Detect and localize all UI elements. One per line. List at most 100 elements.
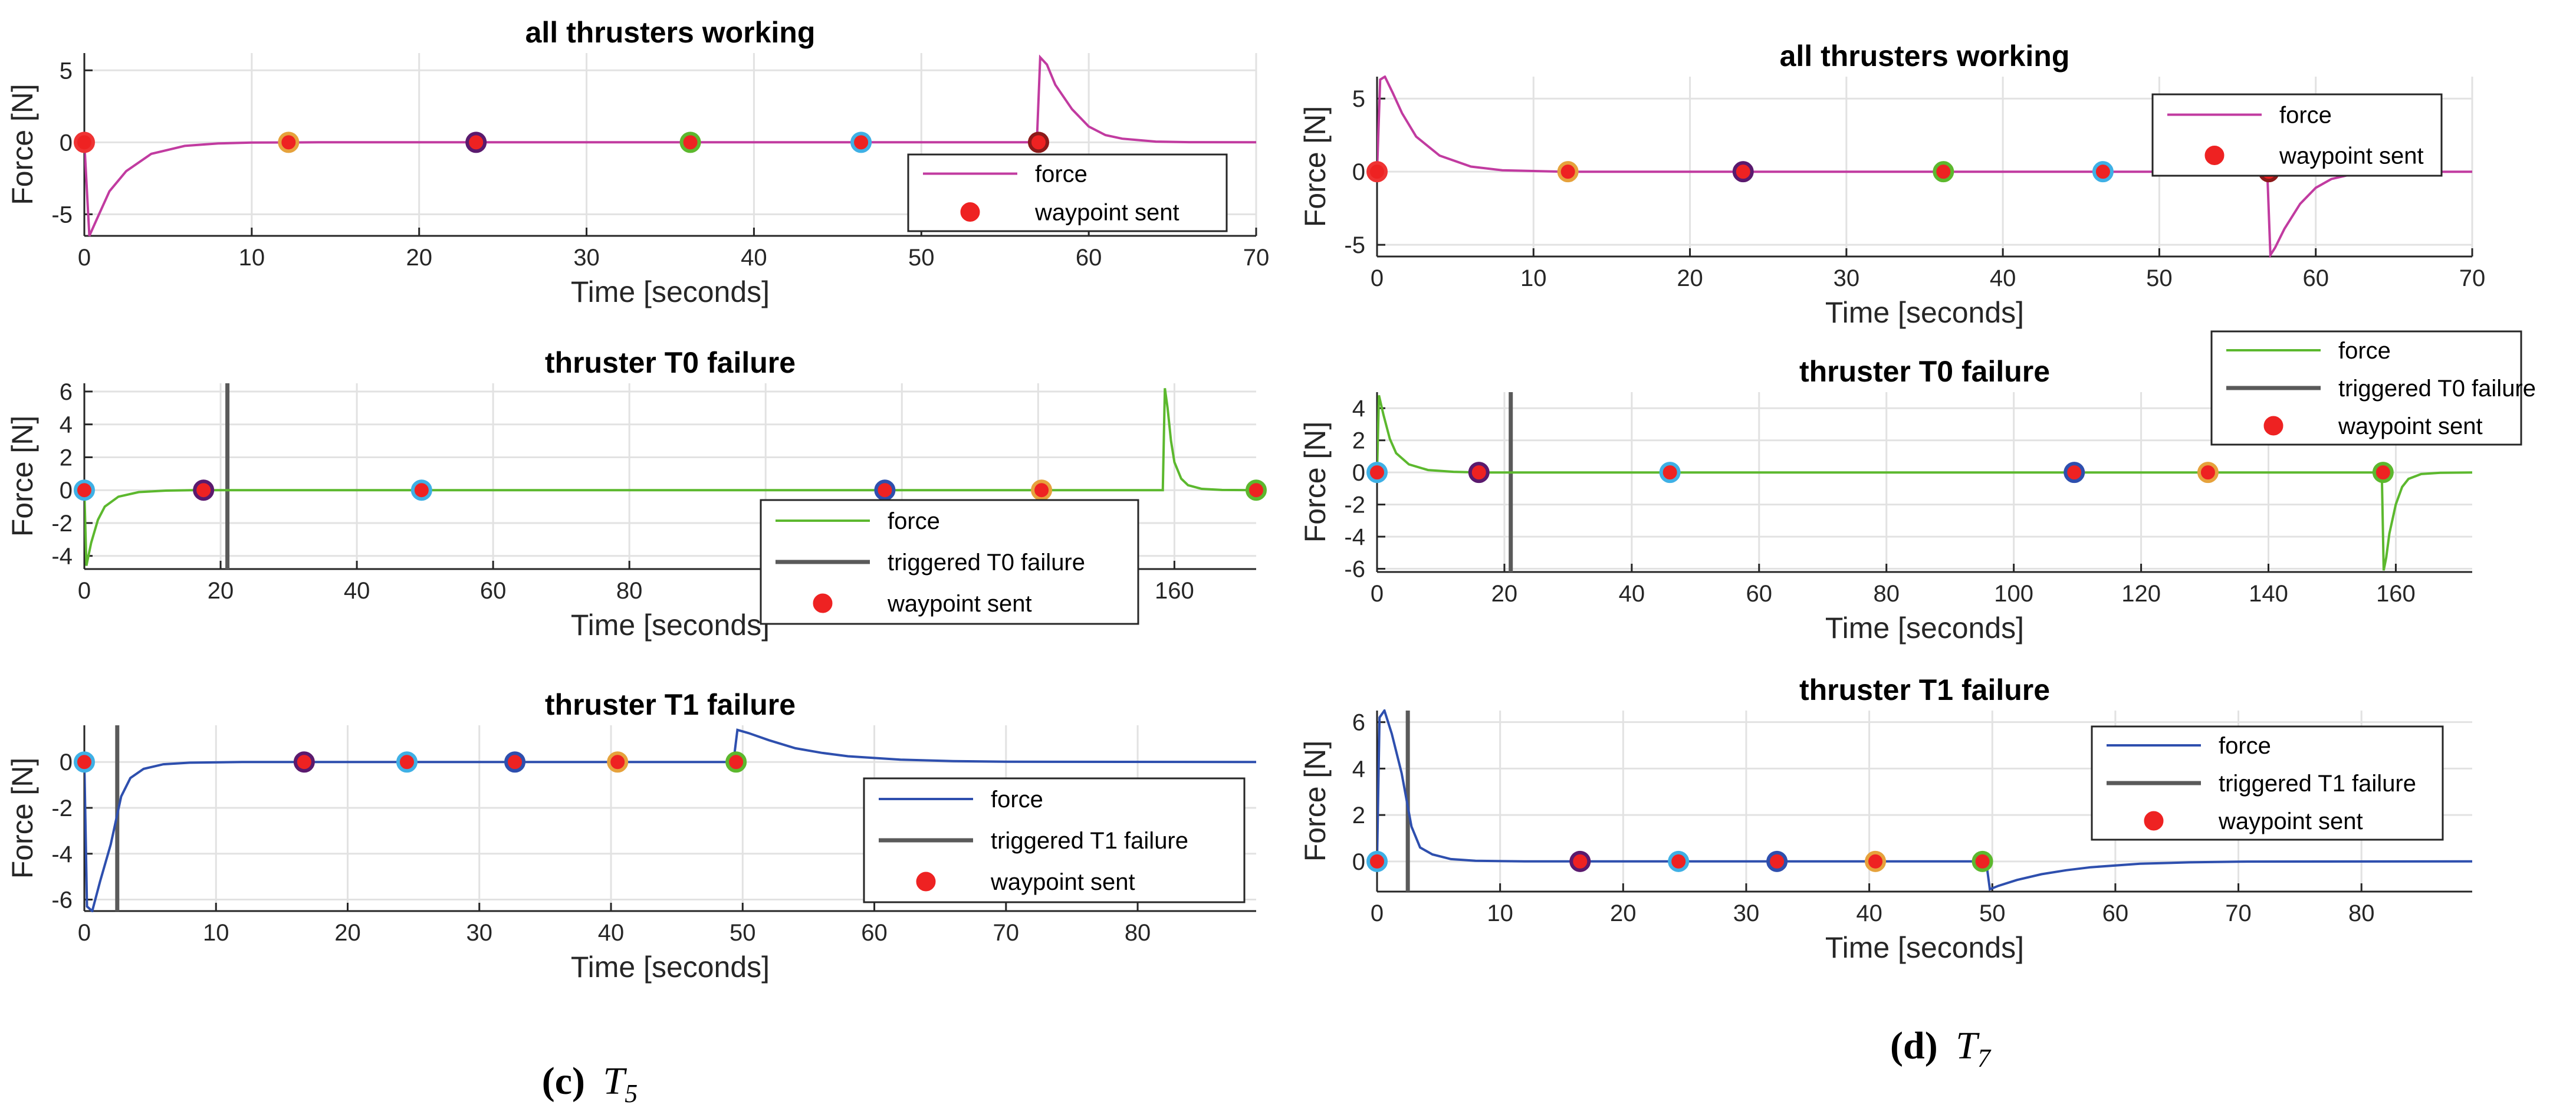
x-tick-label: 50	[2146, 265, 2173, 291]
y-tick-label: 2	[1352, 803, 1365, 828]
x-tick-label: 10	[239, 245, 265, 271]
svg-text:(d) T7: (d) T7	[1890, 1024, 1992, 1073]
legend-entry-label: force	[2219, 733, 2271, 759]
y-tick-label: 0	[1352, 849, 1365, 875]
waypoint-marker	[1668, 850, 1690, 872]
x-tick-label: 60	[480, 578, 507, 604]
y-tick-label: -2	[51, 795, 73, 821]
y-tick-label: -2	[1344, 492, 1365, 518]
x-tick-label: 30	[1733, 900, 1760, 926]
x-tick-label: 80	[1873, 581, 1900, 607]
y-tick-label: 4	[60, 412, 73, 438]
x-tick-label: 40	[1990, 265, 2016, 291]
x-tick-label: 30	[466, 920, 493, 946]
waypoint-marker	[874, 479, 896, 501]
force-series-line	[84, 728, 1256, 912]
legend-entry-label: waypoint sent	[887, 591, 1032, 617]
x-tick-label: 10	[1487, 900, 1513, 926]
x-tick-label: 40	[1856, 900, 1882, 926]
waypoint-marker	[1569, 850, 1591, 872]
caption-d-symbol: T	[1956, 1024, 1980, 1067]
x-axis-label: Time [seconds]	[571, 609, 770, 642]
legend-entry-label: triggered T1 failure	[991, 828, 1188, 854]
chart-title: thruster T0 failure	[545, 346, 796, 379]
svg-text:(c) T5: (c) T5	[542, 1060, 638, 1108]
x-axis-label: Time [seconds]	[571, 275, 770, 308]
legend-entry-label: waypoint sent	[990, 869, 1135, 895]
caption-c-symbol: T	[603, 1060, 627, 1103]
x-tick-label: 120	[2121, 581, 2161, 607]
waypoint-marker	[293, 751, 315, 773]
y-tick-label: 5	[1352, 86, 1365, 112]
x-tick-label: 40	[1619, 581, 1645, 607]
x-tick-label: 40	[598, 920, 625, 946]
y-tick-label: 0	[60, 749, 73, 775]
x-axis-label: Time [seconds]	[1825, 296, 2024, 329]
x-axis-label: Time [seconds]	[1825, 611, 2024, 645]
legend-box	[907, 153, 1228, 232]
x-tick-label: 60	[1076, 245, 1102, 271]
caption-d: (d) T7	[1890, 1024, 1992, 1073]
x-tick-label: 10	[1520, 265, 1547, 291]
y-tick-label: 0	[1352, 460, 1365, 486]
legend-entry-label: waypoint sent	[2279, 143, 2424, 169]
x-tick-label: 40	[344, 578, 370, 604]
x-tick-label: 20	[406, 245, 432, 271]
caption-d-subscript: 7	[1977, 1044, 1992, 1073]
x-tick-label: 20	[1677, 265, 1703, 291]
waypoint-marker	[465, 131, 487, 153]
y-tick-label: 0	[60, 130, 73, 156]
x-tick-label: 30	[1834, 265, 1860, 291]
x-axis-label: Time [seconds]	[571, 951, 770, 984]
waypoint-marker	[1972, 850, 1993, 872]
caption-c-subscript: 5	[625, 1079, 638, 1108]
chart-d-3: 0 10 20 30 40 50 60 70 80 0 2 4 6 thruster T1 failure…	[1299, 673, 2472, 964]
x-tick-label: 160	[2376, 581, 2416, 607]
waypoint-marker	[1933, 161, 1954, 183]
waypoint-marker	[1031, 479, 1053, 501]
waypoint-marker	[850, 131, 872, 153]
legend-waypoint-swatch	[2144, 811, 2164, 831]
y-axis-label: Force [N]	[6, 84, 39, 205]
legend-entry-label: triggered T1 failure	[2219, 771, 2416, 797]
waypoint-marker	[1027, 131, 1049, 153]
waypoint-marker	[2092, 161, 2114, 183]
force-series-line	[84, 388, 1256, 566]
x-tick-label: 70	[2225, 900, 2252, 926]
x-tick-label: 20	[1610, 900, 1637, 926]
y-tick-label: 2	[1352, 428, 1365, 454]
x-tick-label: 10	[203, 920, 229, 946]
chart-title: all thrusters working	[525, 16, 816, 49]
x-tick-label: 60	[2102, 900, 2129, 926]
x-tick-label: 30	[573, 245, 600, 271]
chart-title: all thrusters working	[1780, 40, 2070, 73]
legend: force triggered T1 failure waypoint sent	[2091, 725, 2444, 841]
caption-d-letter: (d)	[1890, 1024, 1938, 1067]
chart-title: thruster T1 failure	[1799, 673, 2050, 706]
x-tick-label: 70	[993, 920, 1020, 946]
waypoint-marker	[1366, 462, 1388, 484]
y-tick-label: -4	[51, 544, 73, 570]
waypoint-marker	[2372, 462, 2394, 484]
y-tick-label: 5	[60, 58, 73, 84]
waypoint-marker	[504, 751, 526, 773]
waypoint-marker	[1468, 462, 1490, 484]
y-axis-label: Force [N]	[6, 758, 39, 879]
x-tick-label: 40	[741, 245, 767, 271]
x-tick-label: 80	[1125, 920, 1151, 946]
x-tick-label: 0	[78, 245, 91, 271]
x-tick-label: 50	[730, 920, 756, 946]
x-tick-label: 60	[1746, 581, 1773, 607]
waypoint-marker	[679, 131, 701, 153]
waypoint-marker	[1366, 850, 1388, 872]
chart-c-3: 0 10 20 30 40 50 60 70 80 -6 -4 -2 0 thruster T1 fail…	[6, 688, 1256, 984]
x-tick-label: 60	[2302, 265, 2329, 291]
waypoint-marker	[1246, 479, 1267, 501]
legend: force waypoint sent	[2151, 93, 2443, 177]
waypoint-marker	[74, 751, 95, 773]
legend: force triggered T0 failure waypoint sent	[760, 499, 1139, 625]
x-tick-label: 0	[1371, 900, 1384, 926]
legend-waypoint-swatch	[960, 202, 980, 222]
